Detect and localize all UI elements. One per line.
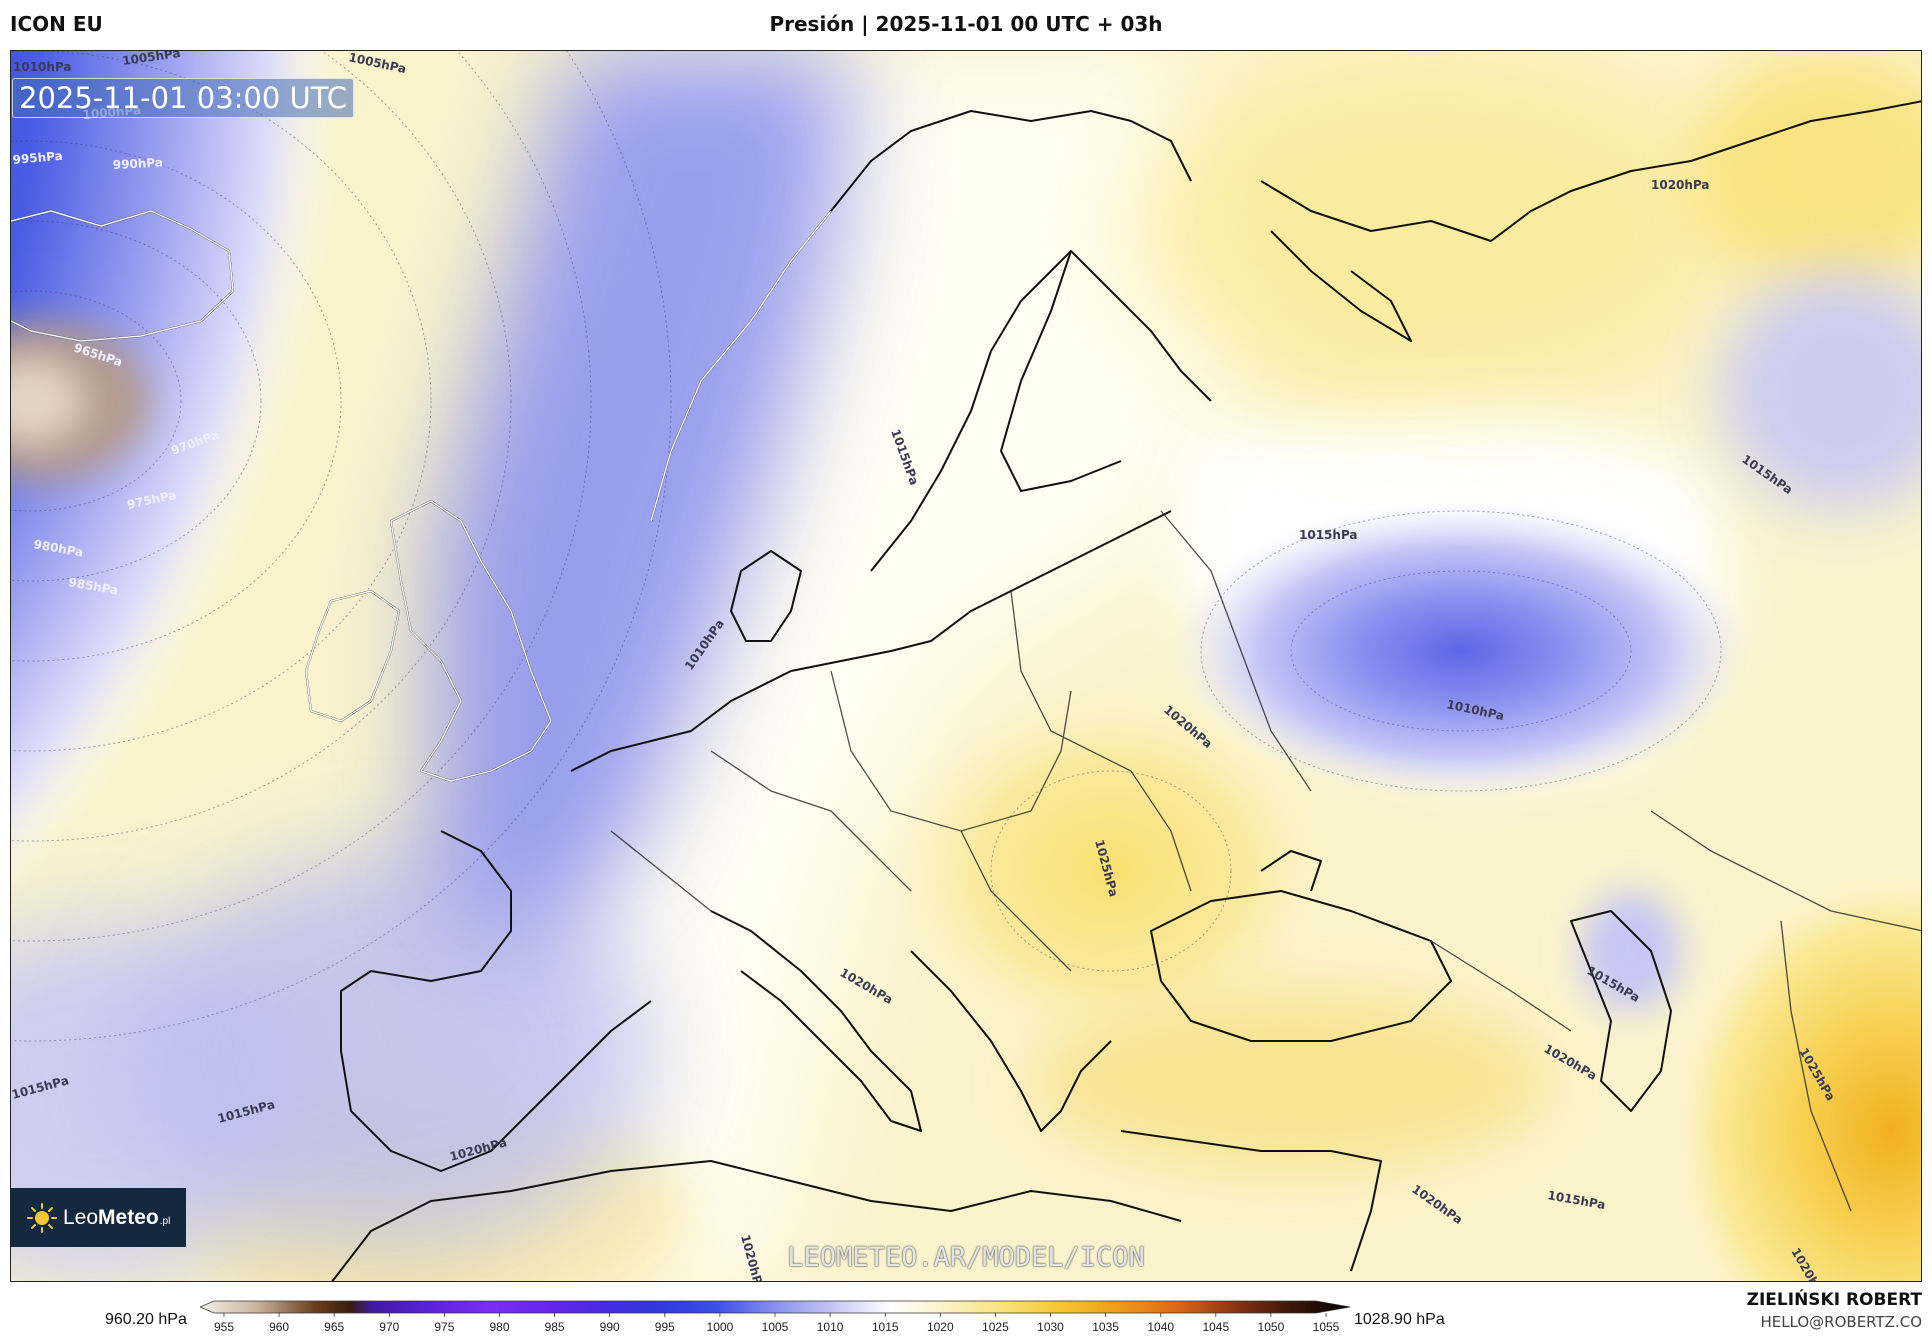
colorbar-tick-label: 1020 bbox=[927, 1320, 954, 1334]
colorbar-tick-label: 1045 bbox=[1202, 1320, 1229, 1334]
colorbar-tick-label: 990 bbox=[600, 1320, 620, 1334]
colorbar-tick-label: 975 bbox=[434, 1320, 454, 1334]
logo-text: LeoMeteo bbox=[63, 1205, 159, 1229]
isobar-label: 995hPa bbox=[12, 149, 63, 167]
pressure-map: 1010hPa1005hPa1005hPa1000hPa995hPa990hPa… bbox=[10, 50, 1922, 1282]
colorbar-tick-label: 1005 bbox=[762, 1320, 789, 1334]
colorbar-tick-label: 1035 bbox=[1092, 1320, 1119, 1334]
colorbar-min-label: 960.20 hPa bbox=[105, 1311, 187, 1328]
isobar-label: 1020hPa bbox=[1651, 178, 1710, 192]
sun-icon bbox=[27, 1202, 57, 1233]
colorbar-tick-label: 1030 bbox=[1037, 1320, 1064, 1334]
colorbar-tick-label: 965 bbox=[324, 1320, 344, 1334]
colorbar-max-label: 1028.90 hPa bbox=[1354, 1311, 1445, 1328]
colorbar-tick-label: 1025 bbox=[982, 1320, 1009, 1334]
author-credit: ZIELIŃSKI ROBERT HELLO@ROBERTZ.CO bbox=[1747, 1290, 1922, 1331]
colorbar-tick-label: 970 bbox=[379, 1320, 399, 1334]
logo-tld: .pl bbox=[159, 1216, 171, 1227]
colorbar-tick-label: 1010 bbox=[817, 1320, 844, 1334]
author-email: HELLO@ROBERTZ.CO bbox=[1760, 1313, 1922, 1331]
author-name: ZIELIŃSKI ROBERT bbox=[1746, 1290, 1922, 1310]
colorbar-tick-label: 1015 bbox=[872, 1320, 899, 1334]
leometeo-logo: LeoMeteo .pl bbox=[11, 1188, 186, 1247]
isobar-label: 1010hPa bbox=[13, 60, 72, 74]
colorbar-tick-label: 995 bbox=[655, 1320, 675, 1334]
colorbar-tick-label: 960 bbox=[269, 1320, 289, 1334]
colorbar-tick-label: 1055 bbox=[1313, 1320, 1340, 1334]
isobar-label: 990hPa bbox=[112, 155, 163, 172]
colorbar-tick-label: 955 bbox=[214, 1320, 234, 1334]
isobar-label: 1015hPa bbox=[1299, 528, 1358, 542]
colorbar-tick-label: 980 bbox=[489, 1320, 509, 1334]
map-title: Presión | 2025-11-01 00 UTC + 03h bbox=[769, 12, 1163, 36]
colorbar-tick-label: 1000 bbox=[707, 1320, 734, 1334]
valid-time-badge: 2025-11-01 03:00 UTC bbox=[12, 78, 355, 118]
colorbar-tick-label: 1050 bbox=[1258, 1320, 1285, 1334]
site-watermark: LEOMETEO.AR/MODEL/ICON bbox=[787, 1242, 1145, 1273]
model-name: ICON EU bbox=[10, 12, 103, 36]
colorbar-tick-label: 1040 bbox=[1147, 1320, 1174, 1334]
colorbar-tick-label: 985 bbox=[545, 1320, 565, 1334]
pressure-colorbar: 955 960 965 970 975 980 985 990 995 1000 1005 1010 1… bbox=[200, 1300, 1350, 1334]
pressure-field: 1010hPa1005hPa1005hPa1000hPa995hPa990hPa… bbox=[11, 51, 1921, 1281]
